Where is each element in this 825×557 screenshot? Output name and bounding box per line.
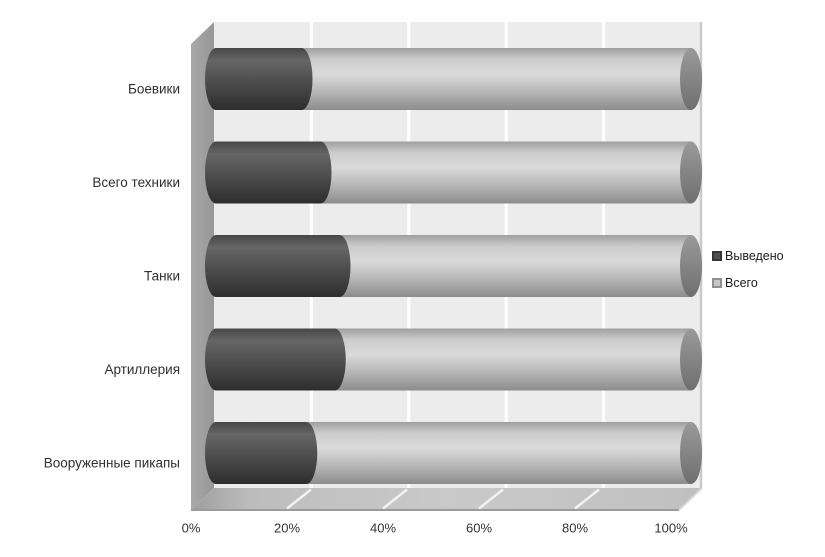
bar-segment-vyvedeno [205, 48, 313, 110]
bar-segment-vyvedeno [205, 422, 318, 484]
floor-tick-lines [286, 488, 600, 510]
bar-row [205, 141, 702, 204]
category-label: Танки [144, 269, 180, 284]
bar-end-cap [680, 48, 702, 110]
category-label: Боевики [128, 82, 180, 97]
floor-tick-line [478, 488, 504, 510]
axis-tick-label: 60% [466, 520, 492, 535]
axis-tick-labels: 0% 20% 40% 60% 80% 100% [182, 520, 688, 535]
bar-segment-vyvedeno [205, 141, 332, 204]
bar-end-cap [680, 422, 702, 484]
axis-tick-label: 100% [654, 520, 688, 535]
bar-row [205, 328, 702, 391]
category-labels: Боевики Всего техники Танки Артиллерия Воору… [44, 82, 180, 471]
bar-end-cap [680, 235, 702, 297]
bar-segment-vyvedeno [205, 235, 351, 297]
axis-tick-label: 20% [274, 520, 300, 535]
category-label: Артиллерия [104, 362, 180, 377]
bar-row [205, 422, 702, 484]
legend-swatch-vsego [712, 278, 722, 288]
axis-tick-label: 0% [182, 520, 201, 535]
bars [205, 48, 702, 484]
axis-tick-label: 80% [562, 520, 588, 535]
legend-label-vsego: Всего [725, 276, 758, 290]
bar-segment-vyvedeno [205, 328, 346, 391]
legend-item-vsego: Всего [712, 276, 784, 290]
bar-row [205, 48, 702, 110]
bar-row [205, 235, 702, 297]
floor-tick-line [382, 488, 408, 510]
category-label: Вооруженные пикапы [44, 456, 180, 471]
bar-end-cap [680, 328, 702, 391]
floor [191, 488, 702, 510]
legend-item-vyvedeno: Выведено [712, 249, 784, 263]
axis-tick-label: 40% [370, 520, 396, 535]
left-wall [191, 22, 214, 510]
legend-swatch-vyvedeno [712, 251, 722, 261]
bar-end-cap [680, 141, 702, 204]
category-label: Всего техники [92, 175, 180, 190]
floor-corner-edge [678, 487, 703, 511]
legend: Выведено Всего [712, 249, 784, 290]
floor-tick-line [286, 488, 312, 510]
legend-label-vyvedeno: Выведено [725, 249, 784, 263]
floor-tick-line [574, 488, 600, 510]
